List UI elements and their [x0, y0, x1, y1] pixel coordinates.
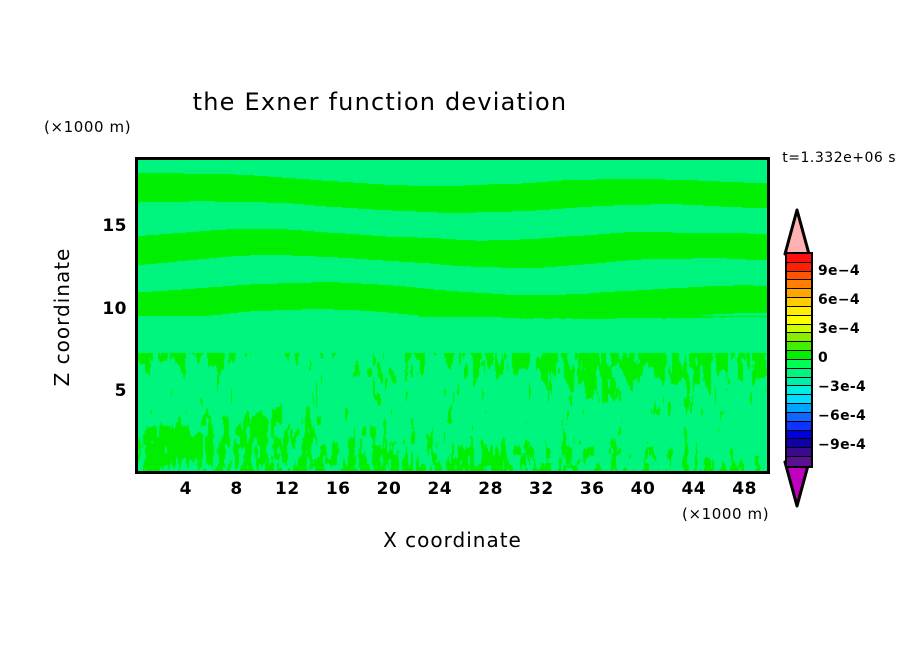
x-axis-tick-label: 4	[179, 479, 192, 499]
colorbar-band	[787, 254, 811, 263]
colorbar-band	[787, 289, 811, 299]
y-axis-tick-label: 10	[102, 298, 127, 319]
colorbar-tick-label: 0	[818, 350, 829, 366]
colorbar-over-arrow-icon	[783, 208, 811, 256]
contour-plot-area	[135, 157, 770, 474]
x-axis-tick-label: 12	[275, 479, 300, 499]
colorbar-band	[787, 368, 811, 378]
colorbar-tick-label: −3e-4	[818, 378, 867, 395]
colorbar-under-arrow-icon	[783, 460, 811, 508]
colorbar-band	[787, 421, 811, 431]
colorbar-band	[787, 395, 811, 405]
colorbar-band	[787, 377, 811, 387]
colorbar-band	[787, 359, 811, 369]
colorbar-band	[787, 262, 811, 272]
colorbar-tick-label: 6e−4	[818, 292, 860, 309]
colorbar-tick-label: −6e-4	[818, 407, 867, 424]
colorbar-band	[787, 351, 811, 360]
y-axis-unit-label: (×1000 m)	[44, 118, 132, 136]
colorbar-band	[787, 430, 811, 440]
colorbar-band	[787, 324, 811, 334]
x-axis-tick-label: 16	[325, 479, 351, 499]
colorbar-band	[787, 386, 811, 396]
x-axis-tick-label: 40	[630, 479, 656, 499]
x-axis-tick-label: 20	[376, 479, 402, 499]
colorbar: 9e−4 6e−4 3e−4 0 −3e-4 −6e-4 −9e-4	[782, 208, 866, 508]
y-axis-title: Z coordinate	[50, 247, 74, 387]
x-axis-tick-label: 44	[681, 479, 707, 499]
colorbar-band	[787, 412, 811, 422]
colorbar-band	[787, 439, 811, 449]
colorbar-band	[787, 404, 811, 413]
colorbar-band	[787, 333, 811, 343]
y-axis-tick-label: 5	[114, 381, 127, 402]
colorbar-band	[787, 342, 811, 352]
x-axis-title: X coordinate	[383, 528, 522, 552]
colorbar-band	[787, 271, 811, 281]
y-axis-tick-label: 15	[102, 216, 127, 237]
page-title: the Exner function deviation	[192, 88, 568, 116]
colorbar-band	[787, 306, 811, 316]
x-axis-tick-label: 28	[478, 479, 503, 499]
colorbar-band	[787, 457, 811, 466]
colorbar-band	[787, 298, 811, 307]
x-axis-tick-label: 48	[732, 479, 757, 499]
x-axis-tick-label: 8	[230, 479, 243, 499]
colorbar-band	[787, 315, 811, 325]
x-axis-tick-label: 36	[579, 479, 605, 499]
colorbar-tick-label: 3e−4	[818, 321, 860, 338]
time-annotation: t=1.332e+06 s	[782, 150, 896, 166]
contour-field-canvas	[138, 160, 767, 471]
x-axis-tick-label: 32	[529, 479, 554, 499]
x-axis-unit-label: (×1000 m)	[682, 505, 770, 523]
colorbar-band	[787, 448, 811, 458]
colorbar-tick-label: 9e−4	[818, 263, 860, 280]
colorbar-tick-label: −9e-4	[818, 436, 867, 453]
colorbar-band-stack	[785, 252, 813, 468]
x-axis-tick-label: 24	[427, 479, 453, 499]
colorbar-band	[787, 280, 811, 290]
y-axis-tick-labels: 5 10 15	[95, 0, 127, 654]
